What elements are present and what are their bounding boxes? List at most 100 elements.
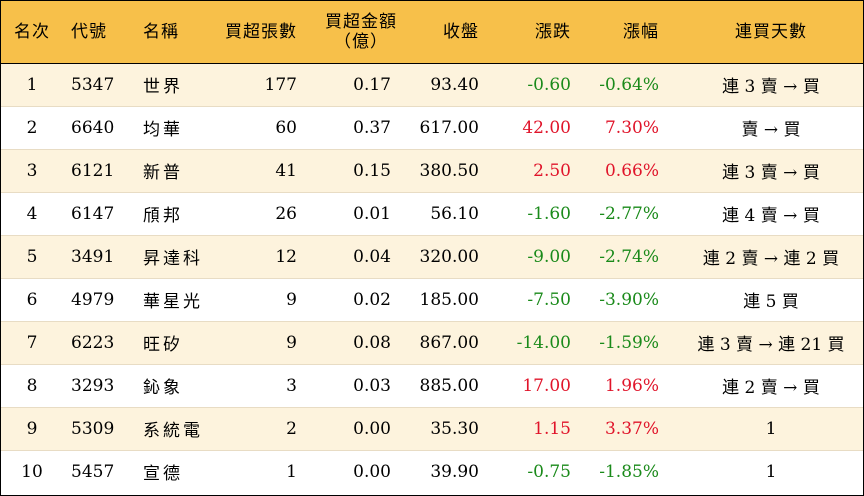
cell-close: 380.50 [411, 149, 499, 193]
cell-change: -0.60 [499, 63, 591, 107]
cell-net-buy-amount: 0.00 [311, 407, 411, 451]
cell-net-buy-lots: 41 [201, 149, 311, 193]
cell-net-buy-lots: 1 [286, 461, 297, 482]
cell-buy-days: 連 2 賣 → 買 [679, 364, 863, 408]
cell-change: -14.00 [499, 321, 591, 365]
cell-change-pct: -2.74% [591, 235, 679, 279]
header-net-buy-lots: 買超張數 [201, 1, 311, 64]
header-net-buy-amount-unit: （億） [334, 31, 388, 52]
cell-change-pct: 1.96% [591, 364, 679, 408]
cell-buy-days: 1 [679, 407, 863, 451]
cell-code: 5309 [63, 407, 127, 451]
table-row: 8 3293 鈊象 3 0.03 885.00 17.00 1.96% 連 2 … [1, 364, 863, 408]
cell-change: -1.60 [499, 192, 591, 236]
cell-close: 320.00 [411, 235, 499, 279]
table-row: 5 3491 昇達科 12 0.04 320.00 -9.00 -2.74% 連… [1, 235, 863, 279]
header-close: 收盤 [411, 1, 499, 64]
header-name: 名稱 [127, 1, 201, 64]
cell-buy-days: 連 4 賣 → 買 [679, 192, 863, 236]
cell-code: 3293 [63, 364, 127, 408]
cell-name: 新普 [127, 149, 201, 193]
cell-rank: 4 [1, 192, 63, 236]
cell-net-buy-amount: 0.37 [311, 106, 411, 150]
cell-buy-days: 1 [765, 461, 777, 482]
cell-change-pct: 3.37% [591, 407, 679, 451]
cell-rank: 10 [21, 461, 43, 482]
cell-code: 6147 [63, 192, 127, 236]
cell-net-buy-lots: 9 [201, 278, 311, 322]
cell-net-buy-amount: 0.00 [353, 461, 391, 482]
header-code: 代號 [63, 1, 127, 64]
cell-name: 系統電 [127, 407, 201, 451]
cell-rank: 9 [1, 407, 63, 451]
cell-code: 5347 [63, 63, 127, 107]
cell-code: 6640 [63, 106, 127, 150]
cell-change: -0.75 [527, 461, 571, 482]
cell-close: 185.00 [411, 278, 499, 322]
cell-net-buy-amount: 0.01 [311, 192, 411, 236]
cell-name: 宣德 [143, 464, 183, 485]
cell-close: 617.00 [411, 106, 499, 150]
cell-code: 6223 [63, 321, 127, 365]
cell-change: -9.00 [499, 235, 591, 279]
cell-close: 35.30 [411, 407, 499, 451]
cell-buy-days: 賣 → 買 [679, 106, 863, 150]
cell-net-buy-lots: 2 [201, 407, 311, 451]
cell-net-buy-amount: 0.17 [311, 63, 411, 107]
cell-net-buy-amount: 0.08 [311, 321, 411, 365]
table-row: 7 6223 旺矽 9 0.08 867.00 -14.00 -1.59% 連 … [1, 321, 863, 365]
cell-change-pct: -1.85% [599, 461, 659, 482]
cell-name: 世界 [127, 63, 201, 107]
cell-close: 885.00 [411, 364, 499, 408]
cell-change: 42.00 [499, 106, 591, 150]
cell-name: 華星光 [127, 278, 201, 322]
cell-net-buy-lots: 26 [201, 192, 311, 236]
cell-net-buy-lots: 3 [201, 364, 311, 408]
cell-change-pct: -1.59% [591, 321, 679, 365]
cell-name: 鈊象 [127, 364, 201, 408]
cell-rank: 1 [1, 63, 63, 107]
cell-rank: 7 [1, 321, 63, 365]
cell-change-pct: 0.66% [591, 149, 679, 193]
cell-net-buy-amount: 0.04 [311, 235, 411, 279]
cell-buy-days: 連 2 賣 → 連 2 買 [679, 235, 863, 279]
cell-name: 頎邦 [127, 192, 201, 236]
header-change: 漲跌 [499, 1, 591, 64]
cell-net-buy-lots: 12 [201, 235, 311, 279]
header-rank: 名次 [1, 1, 63, 64]
table-row: 9 5309 系統電 2 0.00 35.30 1.15 3.37% 1 [1, 407, 863, 451]
cell-rank: 5 [1, 235, 63, 279]
cell-name: 均華 [127, 106, 201, 150]
cell-net-buy-lots: 60 [201, 106, 311, 150]
header-change-pct: 漲幅 [591, 1, 679, 64]
cell-close: 39.90 [430, 461, 479, 482]
cell-name: 旺矽 [127, 321, 201, 365]
cell-buy-days: 連 3 賣 → 連 21 買 [679, 321, 863, 365]
cell-rank: 8 [1, 364, 63, 408]
cell-rank: 6 [1, 278, 63, 322]
cell-change-pct: -0.64% [591, 63, 679, 107]
cell-change: 2.50 [499, 149, 591, 193]
cell-change-pct: -2.77% [591, 192, 679, 236]
cell-buy-days: 連 3 賣 → 買 [679, 63, 863, 107]
cell-code: 3491 [63, 235, 127, 279]
cell-close: 56.10 [411, 192, 499, 236]
cell-net-buy-lots: 177 [201, 63, 311, 107]
header-net-buy-amount-label: 買超金額 [325, 11, 397, 32]
cell-buy-days: 連 5 買 [679, 278, 863, 322]
table-row: 1 5347 世界 177 0.17 93.40 -0.60 -0.64% 連 … [1, 63, 863, 107]
cell-close: 93.40 [411, 63, 499, 107]
cell-name: 昇達科 [127, 235, 201, 279]
cell-change: 17.00 [499, 364, 591, 408]
header-buy-days: 連買天數 [679, 1, 863, 64]
cell-rank: 2 [1, 106, 63, 150]
cell-code: 5457 [71, 461, 115, 482]
cell-close: 867.00 [411, 321, 499, 365]
cell-rank: 3 [1, 149, 63, 193]
cell-change: 1.15 [499, 407, 591, 451]
cell-buy-days: 連 3 賣 → 買 [679, 149, 863, 193]
cell-net-buy-amount: 0.02 [311, 278, 411, 322]
table-row: 6 4979 華星光 9 0.02 185.00 -7.50 -3.90% 連 … [1, 278, 863, 322]
table-body: 1 5347 世界 177 0.17 93.40 -0.60 -0.64% 連 … [1, 63, 863, 493]
